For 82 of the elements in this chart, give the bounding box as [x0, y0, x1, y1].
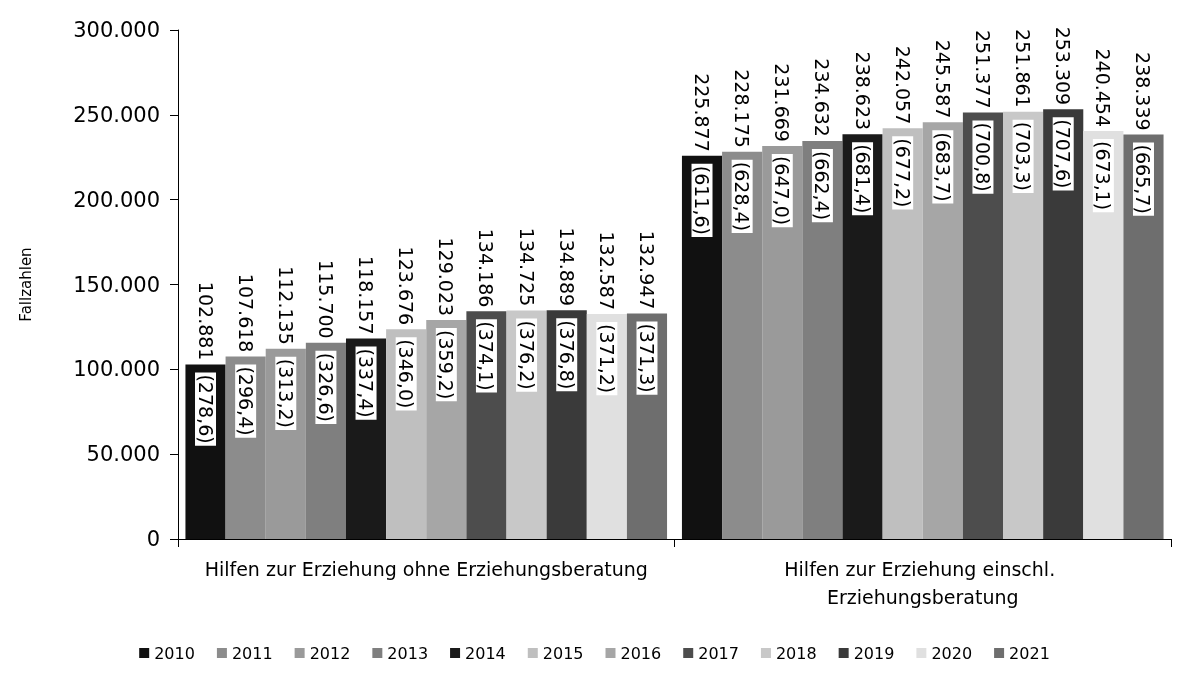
annotation: (647,0): [771, 155, 794, 226]
annotation: (337,4): [355, 348, 378, 418]
y-tick-label: 50.000: [86, 442, 160, 467]
annotation: (707,6): [1052, 119, 1075, 189]
y-tick-label: 300.000: [73, 18, 160, 42]
data-label: 240.454: [1092, 48, 1115, 128]
data-label: 132.947: [635, 230, 658, 310]
data-label: 107.618: [234, 273, 257, 353]
bar: [1123, 134, 1164, 539]
data-label: 231.669: [771, 63, 794, 142]
data-label: 123.676: [395, 246, 418, 326]
y-tick-label: 0: [146, 527, 160, 551]
data-label: 251.377: [971, 29, 994, 109]
legend-label: 2011: [231, 643, 273, 663]
bar: [842, 134, 883, 539]
data-label: 245.587: [931, 39, 954, 119]
annotation: (326,6): [314, 352, 337, 422]
legend-label: 2010: [154, 643, 195, 663]
legend-label: 2021: [1009, 643, 1050, 663]
annotation: (376,2): [515, 320, 538, 390]
annotation: (296,4): [234, 366, 257, 436]
legend-label: 2013: [387, 643, 429, 663]
legend-label: 2014: [465, 643, 506, 663]
y-axis-title: Fallzahlen: [16, 247, 35, 322]
legend-label: 2012: [309, 643, 351, 663]
x-tick-label: Hilfen zur Erziehung ohne Erziehungsberatung: [204, 558, 648, 580]
data-label: 115.700: [314, 260, 337, 339]
bar: [882, 128, 923, 539]
annotation: (665,7): [1132, 144, 1155, 214]
annotation: (681,4): [851, 144, 874, 214]
annotation: (374,1): [475, 321, 498, 391]
annotation: (346,0): [395, 339, 418, 409]
legend-label: 2015: [542, 643, 584, 663]
data-label: 112.135: [274, 266, 297, 345]
annotation: (278,6): [194, 374, 217, 444]
legend-label: 2017: [698, 643, 739, 663]
bar: [722, 151, 763, 539]
y-tick-label: 100.000: [73, 357, 160, 382]
bar: [1003, 111, 1044, 539]
annotation: (700,8): [971, 122, 994, 192]
annotation: (677,2): [891, 138, 914, 208]
data-label: 228.175: [731, 69, 754, 148]
bar: [802, 140, 843, 539]
data-label: 129.023: [435, 237, 458, 317]
data-label: 134.889: [555, 227, 578, 307]
annotation: (662,4): [811, 150, 834, 221]
bar: [762, 145, 803, 539]
legend-label: 2020: [931, 643, 973, 663]
annotation: (371,2): [595, 324, 618, 394]
bar: [681, 155, 723, 539]
data-label: 134.186: [475, 228, 498, 308]
annotation: (628,4): [731, 161, 754, 232]
bar: [1043, 109, 1084, 539]
x-tick-label: Hilfen zur Erziehung einschl. Erziehungsberatung: [784, 558, 1062, 608]
y-tick-label: 250.000: [73, 102, 160, 127]
data-label: 234.632: [811, 58, 834, 137]
annotation: (359,2): [435, 330, 458, 400]
annotation: (673,1): [1092, 141, 1115, 211]
annotation: (683,7): [931, 132, 954, 202]
data-label: 225.877: [691, 73, 714, 152]
data-label: 118.157: [355, 255, 378, 335]
annotation: (313,2): [274, 358, 297, 428]
data-label: 251.861: [1012, 29, 1035, 108]
y-tick-label: 150.000: [73, 272, 160, 297]
data-label: 238.623: [851, 51, 874, 131]
annotation: (703,3): [1012, 121, 1035, 191]
data-label: 253.309: [1052, 26, 1075, 106]
annotation: (611,6): [691, 165, 714, 235]
bar: [962, 112, 1004, 539]
data-label: 238.339: [1132, 52, 1155, 131]
data-label: 242.057: [891, 45, 914, 125]
annotation: (376,8): [555, 320, 578, 390]
y-tick-label: 200.000: [73, 187, 160, 212]
bar: [1083, 131, 1124, 539]
bar: [922, 122, 963, 539]
data-label: 102.881: [194, 281, 217, 361]
data-label: 132.587: [595, 231, 618, 311]
legend-label: 2018: [775, 643, 817, 663]
legend-label: 2016: [620, 643, 662, 663]
legend-label: 2019: [853, 643, 895, 663]
annotation: (371,3): [635, 323, 658, 393]
data-label: 134.725: [515, 227, 538, 307]
